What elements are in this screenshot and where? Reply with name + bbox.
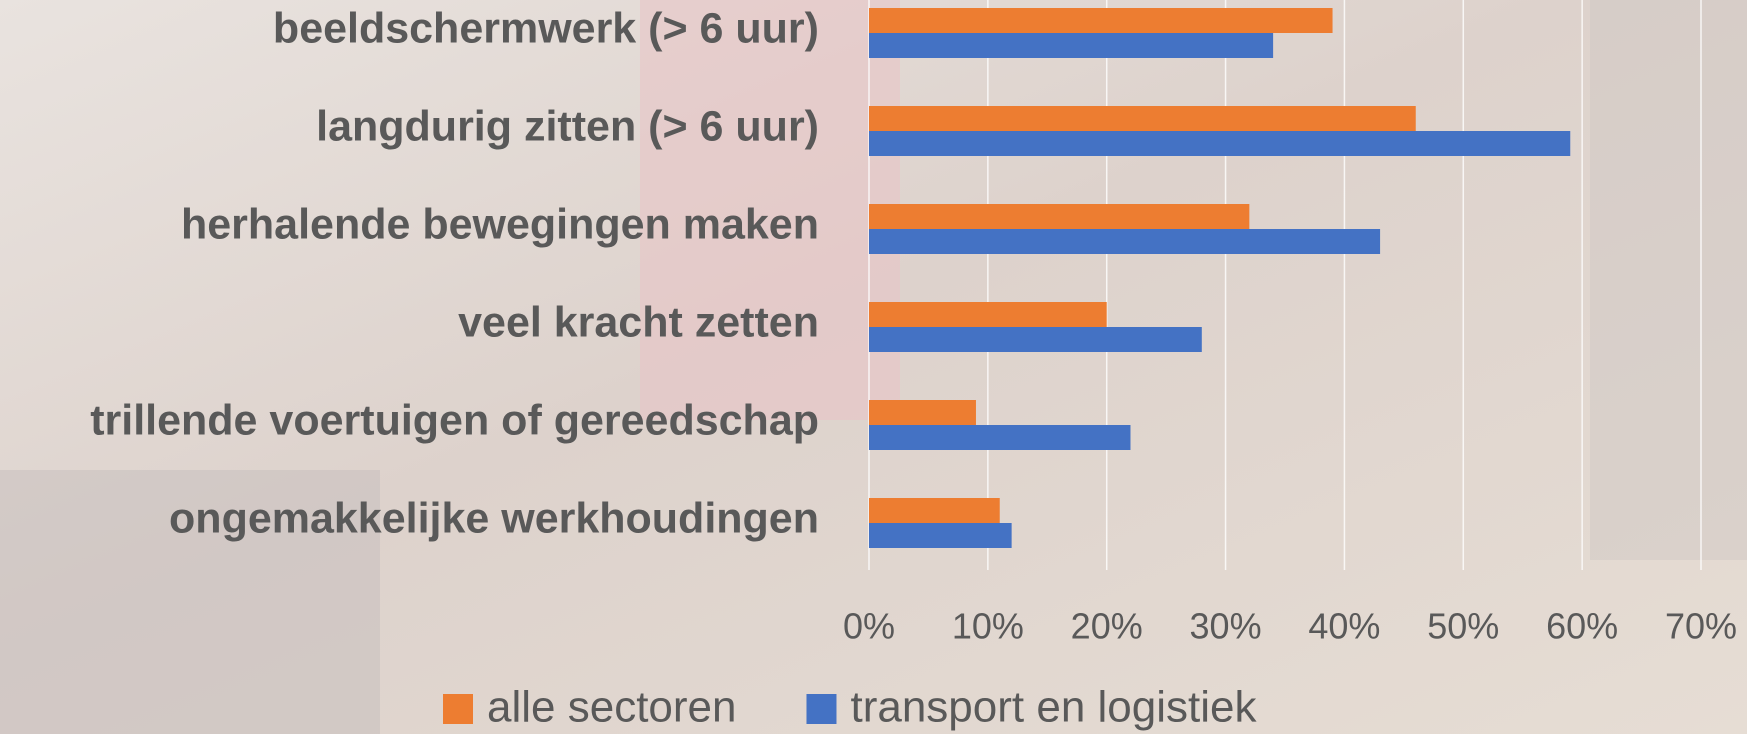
page: 0% 10% 20% 30% 40% 50% 60% 70% beeldschermwerk (… — [0, 0, 1747, 734]
x-tick-label: 30% — [1190, 606, 1262, 647]
bar — [869, 400, 976, 425]
bar — [869, 131, 1570, 156]
y-tick-label: herhalende bewegingen maken — [181, 200, 819, 248]
bar — [869, 204, 1249, 229]
x-tick-label: 40% — [1308, 606, 1380, 647]
bar — [869, 498, 1000, 523]
x-tick-label: 0% — [843, 606, 895, 647]
bar — [869, 229, 1380, 254]
y-tick-label: trillende voertuigen of gereedschap — [90, 396, 819, 444]
x-tick-label: 20% — [1071, 606, 1143, 647]
bar — [869, 8, 1333, 33]
bar — [869, 327, 1202, 352]
x-tick-label: 60% — [1546, 606, 1618, 647]
bar — [869, 106, 1416, 131]
x-tick-label: 10% — [952, 606, 1024, 647]
legend-label: transport en logistiek — [850, 683, 1257, 732]
legend-swatch — [443, 694, 473, 724]
x-tick-label: 70% — [1665, 606, 1737, 647]
legend-label: alle sectoren — [487, 683, 736, 732]
y-tick-label: langdurig zitten (> 6 uur) — [316, 102, 819, 150]
y-tick-label: beeldschermwerk (> 6 uur) — [273, 4, 819, 52]
y-tick-label: ongemakkelijke werkhoudingen — [169, 494, 819, 542]
chart: 0% 10% 20% 30% 40% 50% 60% 70% beeldschermwerk (… — [0, 0, 1747, 734]
bar — [869, 33, 1273, 58]
bar — [869, 425, 1130, 450]
legend-swatch — [806, 694, 836, 724]
background-shape — [1590, 0, 1747, 560]
y-tick-label: veel kracht zetten — [458, 298, 819, 346]
bar — [869, 523, 1012, 548]
x-tick-label: 50% — [1427, 606, 1499, 647]
bar — [869, 302, 1107, 327]
